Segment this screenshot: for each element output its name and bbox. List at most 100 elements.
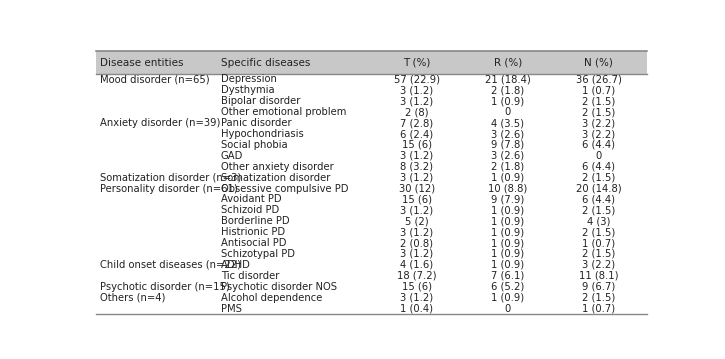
Text: 2 (1.5): 2 (1.5): [582, 293, 616, 303]
Text: Bipolar disorder: Bipolar disorder: [220, 96, 300, 106]
Text: 2 (0.8): 2 (0.8): [400, 238, 434, 248]
Bar: [96, 51, 647, 74]
Text: 3 (2.6): 3 (2.6): [492, 151, 524, 161]
Text: 3 (1.2): 3 (1.2): [400, 205, 434, 215]
Text: R (%): R (%): [494, 58, 522, 68]
Text: 57 (22.9): 57 (22.9): [394, 75, 440, 84]
Text: 1 (0.9): 1 (0.9): [492, 205, 524, 215]
Text: 4 (3): 4 (3): [587, 216, 610, 226]
Text: Avoidant PD: Avoidant PD: [220, 195, 281, 205]
Text: 3 (1.2): 3 (1.2): [400, 173, 434, 183]
Text: Specific diseases: Specific diseases: [220, 58, 310, 68]
Text: 2 (1.8): 2 (1.8): [492, 162, 524, 172]
Text: 1 (0.7): 1 (0.7): [582, 85, 616, 95]
Text: 2 (1.5): 2 (1.5): [582, 96, 616, 106]
Text: Other anxiety disorder: Other anxiety disorder: [220, 162, 334, 172]
Text: 3 (1.2): 3 (1.2): [400, 227, 434, 237]
Text: 2 (1.8): 2 (1.8): [492, 85, 524, 95]
Text: PMS: PMS: [220, 303, 241, 313]
Text: 3 (1.2): 3 (1.2): [400, 151, 434, 161]
Text: Personality disorder (n=61): Personality disorder (n=61): [99, 183, 237, 194]
Text: 4 (1.6): 4 (1.6): [400, 260, 434, 270]
Text: 1 (0.9): 1 (0.9): [492, 173, 524, 183]
Text: Borderline PD: Borderline PD: [220, 216, 289, 226]
Text: 15 (6): 15 (6): [402, 140, 432, 150]
Text: 21 (18.4): 21 (18.4): [485, 75, 531, 84]
Text: 1 (0.9): 1 (0.9): [492, 260, 524, 270]
Text: 0: 0: [505, 107, 511, 117]
Text: Child onset diseases (n=22): Child onset diseases (n=22): [99, 260, 241, 270]
Text: 2 (1.5): 2 (1.5): [582, 227, 616, 237]
Text: 2 (1.5): 2 (1.5): [582, 107, 616, 117]
Text: 1 (0.9): 1 (0.9): [492, 293, 524, 303]
Text: 3 (2.2): 3 (2.2): [582, 260, 616, 270]
Text: Others (n=4): Others (n=4): [99, 293, 165, 303]
Text: 15 (6): 15 (6): [402, 282, 432, 292]
Text: 1 (0.9): 1 (0.9): [492, 96, 524, 106]
Text: 6 (4.4): 6 (4.4): [582, 195, 616, 205]
Text: GAD: GAD: [220, 151, 243, 161]
Text: 11 (8.1): 11 (8.1): [579, 271, 618, 281]
Text: 7 (6.1): 7 (6.1): [492, 271, 524, 281]
Text: Tic disorder: Tic disorder: [220, 271, 279, 281]
Text: 2 (1.5): 2 (1.5): [582, 249, 616, 259]
Text: Depression: Depression: [220, 75, 277, 84]
Text: Other emotional problem: Other emotional problem: [220, 107, 346, 117]
Text: Psychotic disorder NOS: Psychotic disorder NOS: [220, 282, 336, 292]
Text: 3 (1.2): 3 (1.2): [400, 249, 434, 259]
Text: 18 (7.2): 18 (7.2): [397, 271, 436, 281]
Text: T (%): T (%): [403, 58, 431, 68]
Text: 1 (0.9): 1 (0.9): [492, 249, 524, 259]
Text: 30 (12): 30 (12): [399, 183, 435, 194]
Text: 9 (7.8): 9 (7.8): [492, 140, 524, 150]
Text: 6 (2.4): 6 (2.4): [400, 129, 434, 139]
Text: 3 (1.2): 3 (1.2): [400, 293, 434, 303]
Text: 2 (1.5): 2 (1.5): [582, 205, 616, 215]
Text: Alcohol dependence: Alcohol dependence: [220, 293, 322, 303]
Text: 9 (7.9): 9 (7.9): [492, 195, 524, 205]
Text: 3 (2.2): 3 (2.2): [582, 129, 616, 139]
Text: 9 (6.7): 9 (6.7): [582, 282, 616, 292]
Text: Dysthymia: Dysthymia: [220, 85, 274, 95]
Text: 1 (0.7): 1 (0.7): [582, 303, 616, 313]
Text: Somatization disorder (n=3): Somatization disorder (n=3): [99, 173, 241, 183]
Text: Obsessive compulsive PD: Obsessive compulsive PD: [220, 183, 348, 194]
Text: Anxiety disorder (n=39): Anxiety disorder (n=39): [99, 118, 220, 128]
Text: 2 (8): 2 (8): [405, 107, 428, 117]
Text: 5 (2): 5 (2): [405, 216, 428, 226]
Text: Somatization disorder: Somatization disorder: [220, 173, 330, 183]
Text: 4 (3.5): 4 (3.5): [492, 118, 524, 128]
Text: Hypochondriasis: Hypochondriasis: [220, 129, 304, 139]
Text: 1 (0.4): 1 (0.4): [400, 303, 434, 313]
Text: 1 (0.9): 1 (0.9): [492, 216, 524, 226]
Text: ADHD: ADHD: [220, 260, 251, 270]
Text: 0: 0: [595, 151, 602, 161]
Text: Mood disorder (n=65): Mood disorder (n=65): [99, 75, 210, 84]
Text: 10 (8.8): 10 (8.8): [488, 183, 528, 194]
Text: 6 (4.4): 6 (4.4): [582, 140, 616, 150]
Text: 7 (2.8): 7 (2.8): [400, 118, 434, 128]
Text: 0: 0: [505, 303, 511, 313]
Text: Schizotypal PD: Schizotypal PD: [220, 249, 295, 259]
Text: 6 (5.2): 6 (5.2): [492, 282, 524, 292]
Text: 1 (0.9): 1 (0.9): [492, 227, 524, 237]
Text: Histrionic PD: Histrionic PD: [220, 227, 285, 237]
Text: 6 (4.4): 6 (4.4): [582, 162, 616, 172]
Text: 3 (1.2): 3 (1.2): [400, 96, 434, 106]
Text: Social phobia: Social phobia: [220, 140, 287, 150]
Text: Panic disorder: Panic disorder: [220, 118, 291, 128]
Text: 1 (0.7): 1 (0.7): [582, 238, 616, 248]
Text: 8 (3.2): 8 (3.2): [400, 162, 434, 172]
Text: 3 (2.6): 3 (2.6): [492, 129, 524, 139]
Text: Disease entities: Disease entities: [99, 58, 183, 68]
Text: Antisocial PD: Antisocial PD: [220, 238, 286, 248]
Text: 2 (1.5): 2 (1.5): [582, 173, 616, 183]
Text: 3 (1.2): 3 (1.2): [400, 85, 434, 95]
Text: 1 (0.9): 1 (0.9): [492, 238, 524, 248]
Text: N (%): N (%): [584, 58, 613, 68]
Text: 3 (2.2): 3 (2.2): [582, 118, 616, 128]
Text: 36 (26.7): 36 (26.7): [576, 75, 621, 84]
Text: Psychotic disorder (n=15): Psychotic disorder (n=15): [99, 282, 229, 292]
Text: Schizoid PD: Schizoid PD: [220, 205, 279, 215]
Text: 15 (6): 15 (6): [402, 195, 432, 205]
